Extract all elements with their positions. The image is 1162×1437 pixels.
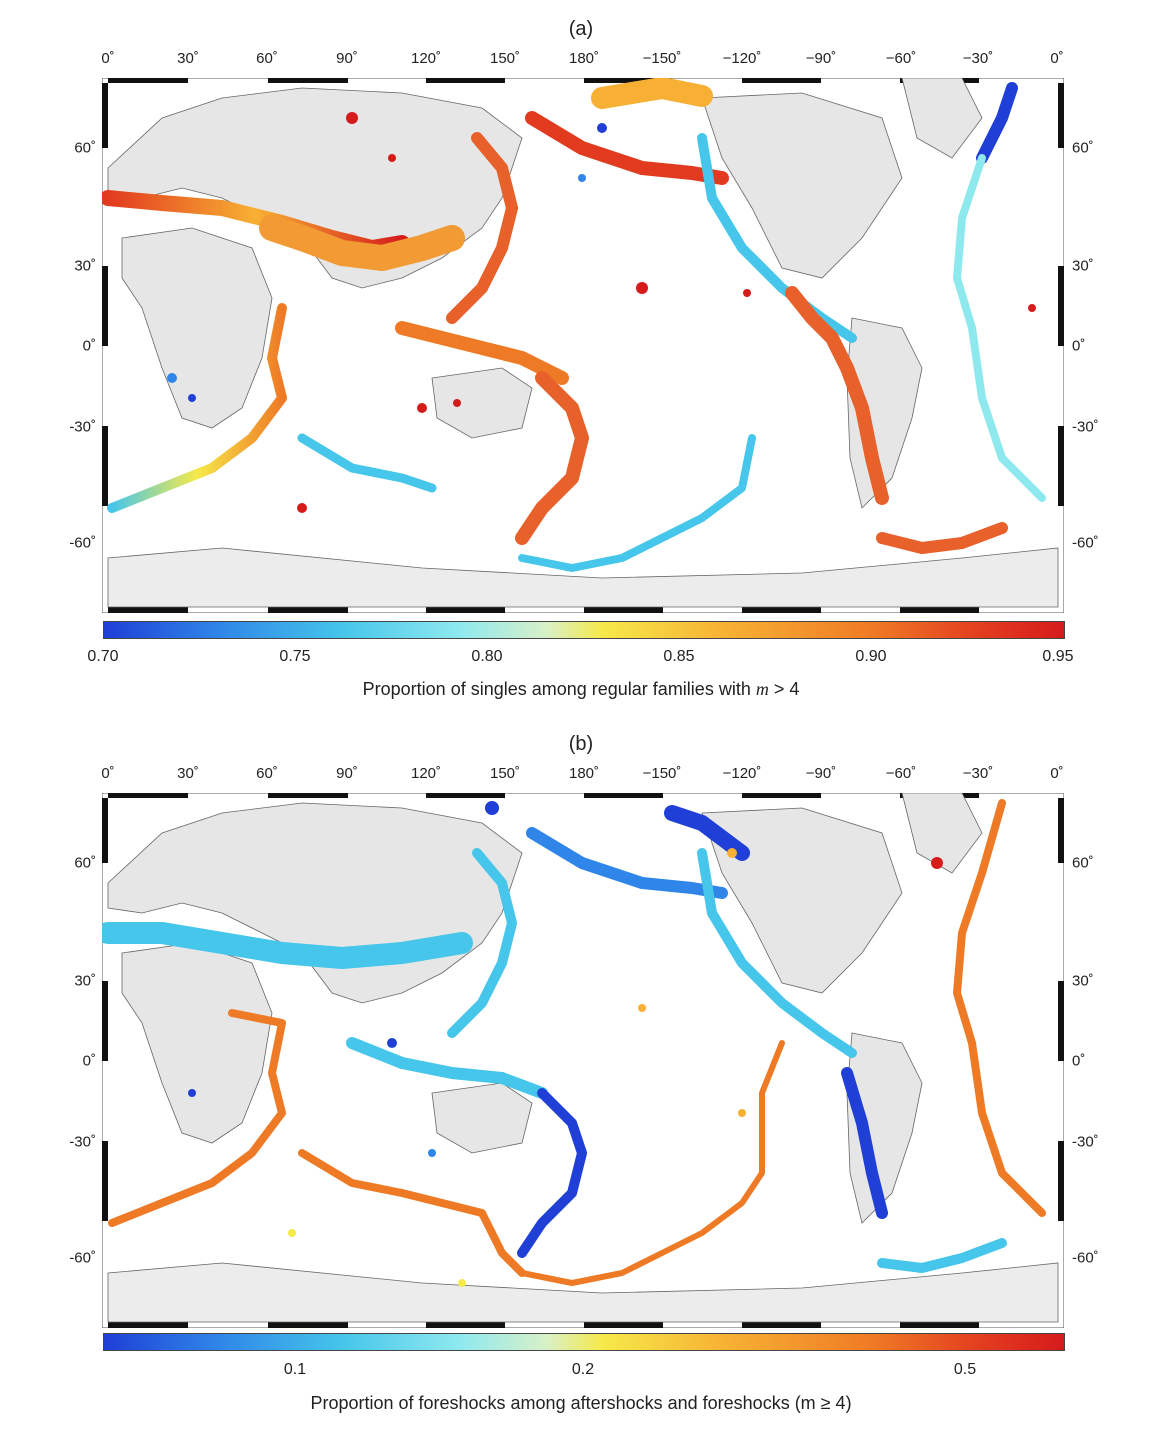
lat-tick: -60˚ xyxy=(1072,1249,1099,1267)
panel-b-map-svg xyxy=(102,793,1064,1328)
lon-tick: 60˚ xyxy=(256,765,278,782)
lat-tick: 60˚ xyxy=(1072,854,1094,872)
lon-tick: −120˚ xyxy=(722,50,762,67)
lon-tick: 30˚ xyxy=(177,50,199,67)
colorbar-tick: 0.5 xyxy=(953,1361,977,1378)
lat-tick: 0˚ xyxy=(82,1052,96,1070)
lon-tick: 0˚ xyxy=(1050,765,1064,782)
scattered-events xyxy=(188,801,943,1287)
colorbar-tick: 0.80 xyxy=(471,648,503,665)
panel-a-map xyxy=(102,78,1064,613)
lon-tick: −150˚ xyxy=(642,765,682,782)
lat-tick: -30˚ xyxy=(69,418,96,436)
lon-tick: −120˚ xyxy=(722,765,762,782)
lon-tick: 180˚ xyxy=(568,765,600,782)
seismic-belts xyxy=(102,799,1046,1286)
lon-tick: 0˚ xyxy=(1050,50,1064,67)
panel-a-colorbar-label: Proportion of singles among regular fami… xyxy=(0,679,1162,700)
lat-tick: 60˚ xyxy=(1072,139,1094,157)
lon-tick: 120˚ xyxy=(410,50,442,67)
lon-tick: −90˚ xyxy=(805,50,837,67)
panel-a-map-svg xyxy=(102,78,1064,613)
lat-tick: -30˚ xyxy=(1072,418,1099,436)
lon-tick: −60˚ xyxy=(885,50,917,67)
scattered-events xyxy=(167,112,1036,513)
lon-tick: −30˚ xyxy=(962,50,994,67)
colorbar-label-text: Proportion of singles among regular fami… xyxy=(362,679,756,699)
lon-tick: 90˚ xyxy=(336,50,358,67)
panel-a-colorbar xyxy=(103,621,1065,639)
lat-tick: -60˚ xyxy=(1072,534,1099,552)
frame-bars xyxy=(102,793,1064,1328)
lon-tick: 30˚ xyxy=(177,765,199,782)
panel-b-title: (b) xyxy=(568,733,594,755)
lon-tick: −30˚ xyxy=(962,765,994,782)
lat-tick: 0˚ xyxy=(82,337,96,355)
lon-tick: −90˚ xyxy=(805,765,837,782)
lon-tick: −60˚ xyxy=(885,765,917,782)
colorbar-label-var: m xyxy=(755,679,769,699)
lat-tick: 30˚ xyxy=(1072,257,1094,275)
colorbar-tick: 0.2 xyxy=(571,1361,595,1378)
lon-tick: 150˚ xyxy=(489,765,521,782)
colorbar-tick: 0.95 xyxy=(1042,648,1074,665)
lon-tick: 150˚ xyxy=(489,50,521,67)
frame-bars xyxy=(102,78,1064,613)
lat-tick: 0˚ xyxy=(1072,1052,1086,1070)
lon-tick: 0˚ xyxy=(101,765,115,782)
lon-tick: 180˚ xyxy=(568,50,600,67)
colorbar-tick: 0.75 xyxy=(279,648,311,665)
panel-b-map xyxy=(102,793,1064,1328)
panel-a: (a) 0˚ 30˚ 60˚ 90˚ 120˚ 150˚ 180˚ −150˚ … xyxy=(0,0,1162,715)
lon-tick: 120˚ xyxy=(410,765,442,782)
lat-tick: 0˚ xyxy=(1072,337,1086,355)
panel-b-colorbar-label: Proportion of foreshocks among aftershoc… xyxy=(310,1393,852,1413)
colorbar-label-suffix: > 4 xyxy=(768,679,800,699)
lon-tick: −150˚ xyxy=(642,50,682,67)
colorbar-tick: 0.90 xyxy=(855,648,887,665)
lon-tick: 60˚ xyxy=(256,50,278,67)
lat-tick: 60˚ xyxy=(74,139,96,157)
colorbar-tick: 0.85 xyxy=(663,648,695,665)
panel-b-colorbar xyxy=(103,1333,1065,1351)
lat-tick: -60˚ xyxy=(69,1249,96,1267)
lat-tick: 30˚ xyxy=(74,972,96,990)
colorbar-tick: 0.1 xyxy=(283,1361,307,1378)
panel-b: (b) 0˚ 30˚ 60˚ 90˚ 120˚ 150˚ 180˚ −150˚ … xyxy=(0,715,1162,1437)
panel-a-title: (a) xyxy=(568,18,594,40)
lat-tick: 30˚ xyxy=(74,257,96,275)
seismic-belts xyxy=(102,78,1046,572)
lat-tick: 30˚ xyxy=(1072,972,1094,990)
lat-tick: -60˚ xyxy=(69,534,96,552)
lat-tick: -30˚ xyxy=(1072,1133,1099,1151)
lon-tick: 90˚ xyxy=(336,765,358,782)
lon-tick: 0˚ xyxy=(101,50,115,67)
lat-tick: -30˚ xyxy=(69,1133,96,1151)
colorbar-tick: 0.70 xyxy=(87,648,119,665)
lat-tick: 60˚ xyxy=(74,854,96,872)
